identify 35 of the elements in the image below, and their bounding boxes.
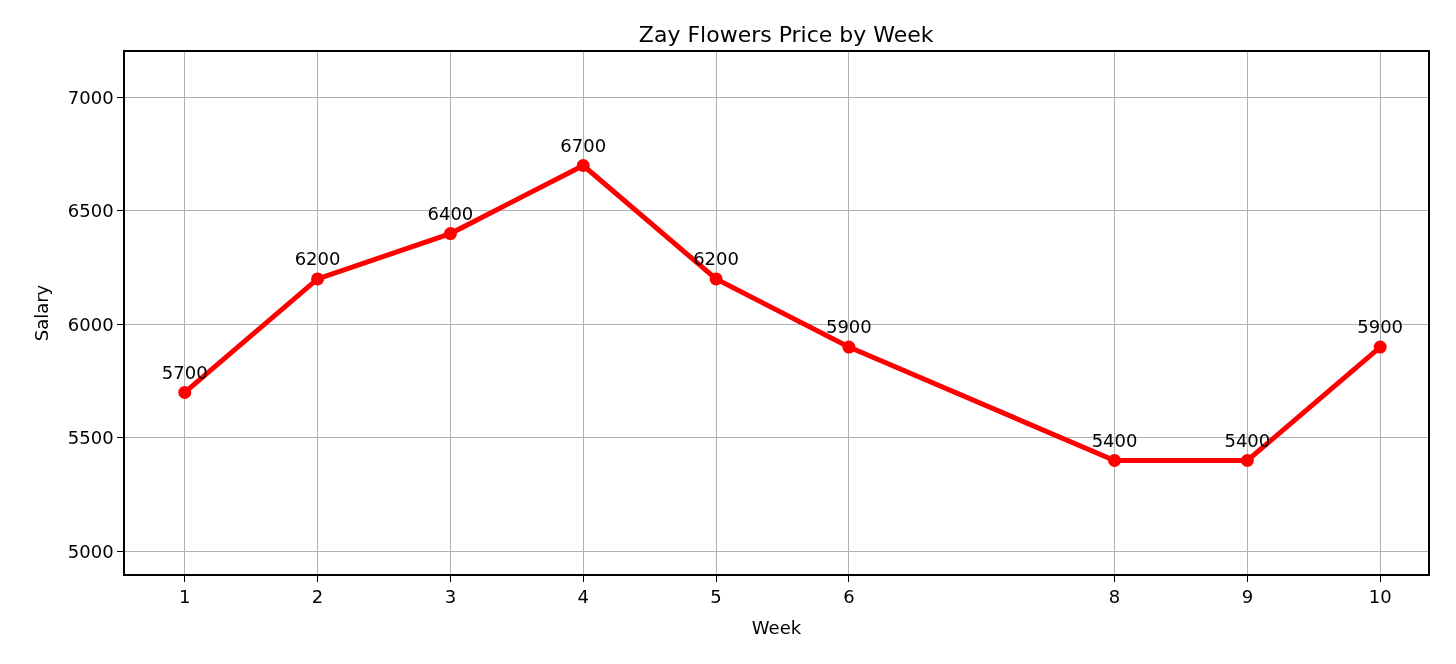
point bbox=[1240, 454, 1254, 468]
point bbox=[842, 340, 856, 354]
point bbox=[1373, 340, 1387, 354]
y-tick-label: 6000 bbox=[67, 313, 114, 335]
point bbox=[443, 227, 457, 241]
x-tick-label: 2 bbox=[311, 586, 324, 608]
data-label: 5900 bbox=[825, 316, 872, 338]
x-tick-label: 4 bbox=[577, 586, 589, 608]
y-tick-label: 5000 bbox=[67, 540, 114, 562]
data-label: 5400 bbox=[1224, 429, 1271, 451]
y-axis-title: Salary bbox=[30, 284, 52, 342]
x-tick-label: 9 bbox=[1241, 586, 1254, 608]
chart-title: Zay Flowers Price by Week bbox=[638, 21, 934, 47]
x-tick-label: 8 bbox=[1108, 586, 1121, 608]
point bbox=[1108, 454, 1122, 468]
point bbox=[311, 272, 325, 286]
point bbox=[178, 385, 192, 399]
x-tick-label: 1 bbox=[179, 586, 191, 608]
data-label: 6700 bbox=[560, 134, 607, 156]
data-label: 5900 bbox=[1357, 316, 1404, 338]
data-label: 6400 bbox=[427, 202, 474, 224]
data-label: 6200 bbox=[693, 248, 739, 270]
x-tick-label: 6 bbox=[843, 586, 855, 608]
y-tick-label: 5500 bbox=[67, 427, 114, 449]
x-axis-title: Week bbox=[751, 616, 802, 638]
data-label: 6200 bbox=[294, 248, 341, 270]
y-tick-label: 7000 bbox=[67, 86, 114, 108]
point bbox=[709, 272, 723, 286]
y-tick-label: 6500 bbox=[67, 200, 114, 222]
x-tick-label: 5 bbox=[710, 586, 722, 608]
x-tick-label: 3 bbox=[444, 586, 457, 608]
data-label: 5400 bbox=[1091, 429, 1138, 451]
point bbox=[576, 158, 590, 172]
x-tick-label: 10 bbox=[1368, 586, 1392, 608]
data-label: 5700 bbox=[161, 361, 208, 383]
